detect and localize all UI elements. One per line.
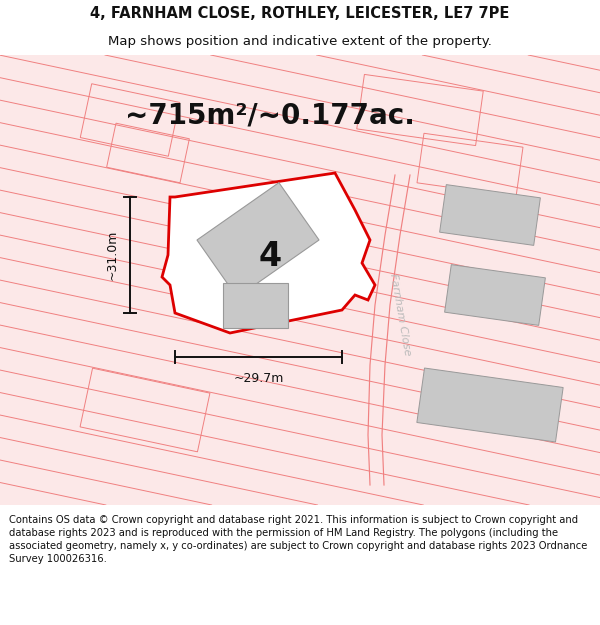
Text: ~31.0m: ~31.0m xyxy=(106,230,119,280)
Polygon shape xyxy=(445,264,545,326)
Text: Contains OS data © Crown copyright and database right 2021. This information is : Contains OS data © Crown copyright and d… xyxy=(9,514,587,564)
Text: 4: 4 xyxy=(259,241,281,274)
Polygon shape xyxy=(197,182,319,298)
Text: 4, FARNHAM CLOSE, ROTHLEY, LEICESTER, LE7 7PE: 4, FARNHAM CLOSE, ROTHLEY, LEICESTER, LE… xyxy=(91,6,509,21)
Text: Farnham Close: Farnham Close xyxy=(388,273,412,357)
Text: ~715m²/~0.177ac.: ~715m²/~0.177ac. xyxy=(125,101,415,129)
Polygon shape xyxy=(223,282,287,328)
Text: ~29.7m: ~29.7m xyxy=(233,372,284,386)
Text: Map shows position and indicative extent of the property.: Map shows position and indicative extent… xyxy=(108,35,492,48)
Polygon shape xyxy=(162,173,375,333)
Polygon shape xyxy=(440,184,541,246)
Polygon shape xyxy=(417,368,563,442)
